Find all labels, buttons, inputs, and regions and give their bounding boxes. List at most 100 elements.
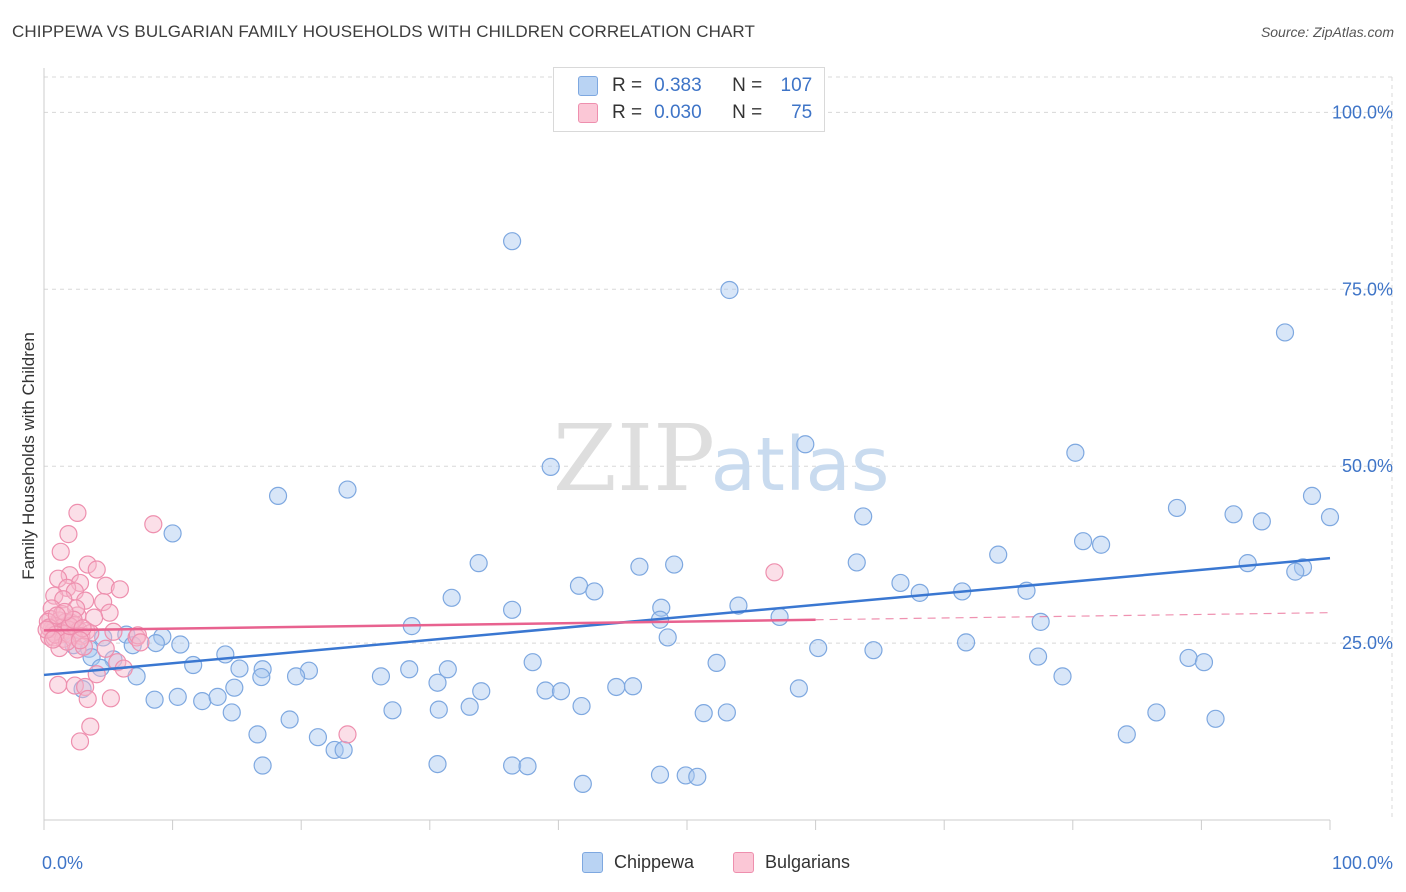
- bulgarians-point: [70, 631, 90, 650]
- chippewa-point: [847, 553, 866, 572]
- chippewa-swatch: [578, 76, 598, 96]
- bulgarians-point: [144, 515, 163, 534]
- chippewa-point: [230, 659, 249, 678]
- chippewa-point: [163, 524, 182, 543]
- chippewa-point: [694, 704, 713, 723]
- legend-label-chippewa: Chippewa: [614, 852, 695, 872]
- chippewa-point: [1117, 725, 1136, 744]
- bulgarians-trend-line: [43, 618, 816, 632]
- axis-layer: [43, 68, 1331, 830]
- chippewa-point: [428, 754, 447, 774]
- legend-row-chippewa: R = 0.383 N = 107: [578, 74, 812, 98]
- bulgarians-point: [94, 592, 113, 612]
- chippewa-point: [400, 660, 419, 679]
- chart-title: CHIPPEWA VS BULGARIAN FAMILY HOUSEHOLDS …: [12, 22, 755, 41]
- chippewa-point: [1091, 535, 1111, 554]
- chippewa-point: [809, 638, 828, 658]
- n-value: 75: [791, 102, 813, 123]
- bulgarians-point: [47, 606, 66, 625]
- bulgarians-swatch: [733, 852, 754, 873]
- chippewa-point: [1053, 667, 1072, 686]
- chippewa-point: [707, 653, 726, 673]
- chippewa-point: [572, 696, 591, 716]
- chippewa-point: [383, 701, 402, 720]
- chippewa-point: [429, 700, 448, 719]
- bulgarians-point: [59, 525, 78, 544]
- chippewa-point: [193, 692, 212, 711]
- chippewa-point: [956, 633, 976, 652]
- chippewa-point: [338, 480, 357, 499]
- chippewa-point: [585, 582, 604, 601]
- chippewa-point: [252, 667, 271, 687]
- tick-label-layer: 25.0% 50.0% 75.0% 100.0% 0.0% 100.0%: [42, 102, 1393, 873]
- bulgarians-point: [110, 580, 129, 599]
- chippewa-point: [1066, 443, 1085, 462]
- chippewa-point: [623, 677, 643, 696]
- trend-layer: [43, 556, 1331, 677]
- chippewa-point: [222, 703, 241, 722]
- chippewa-point: [854, 507, 873, 526]
- x-tick-label: 100.0%: [1332, 853, 1393, 873]
- chippewa-point: [891, 573, 910, 593]
- chippewa-point: [308, 728, 328, 747]
- legend-row-bulgarians: R = 0.030 N = 75: [578, 101, 812, 125]
- watermark-atlas: atlas: [711, 422, 890, 508]
- source-label: Source: ZipAtlas.com: [1260, 24, 1394, 40]
- series-legend: Chippewa Bulgarians: [0, 852, 1406, 876]
- chippewa-point: [286, 667, 306, 686]
- chippewa-point: [460, 697, 479, 716]
- chippewa-point: [518, 757, 537, 776]
- bulgarians-point: [765, 563, 784, 582]
- chippewa-point: [1206, 709, 1225, 728]
- bulgarians-swatch: [578, 103, 598, 123]
- chippewa-point: [248, 725, 267, 744]
- chippewa-point: [268, 486, 288, 506]
- chippewa-point: [438, 660, 457, 679]
- bulgarians-trend-extension: [815, 612, 1331, 621]
- chippewa-point: [225, 678, 244, 697]
- chippewa-point: [1238, 554, 1257, 573]
- bulgarians-point: [128, 626, 147, 645]
- chippewa-point: [789, 679, 808, 698]
- chippewa-point: [469, 554, 488, 573]
- y-tick-label: 100.0%: [1332, 102, 1393, 122]
- chippewa-point: [1031, 612, 1050, 631]
- chippewa-point: [630, 557, 649, 576]
- legend-label-bulgarians: Bulgarians: [765, 852, 851, 872]
- chippewa-point: [717, 703, 736, 722]
- bulgarians-point: [51, 542, 70, 561]
- chippewa-point: [1167, 498, 1187, 518]
- chippewa-point: [253, 660, 272, 679]
- r-value: 0.030: [654, 102, 702, 123]
- bulgarians-point: [43, 630, 63, 649]
- chippewa-point: [503, 600, 522, 619]
- chippewa-trend-line: [43, 556, 1331, 677]
- bulgarians-point: [338, 725, 357, 744]
- chippewa-point: [503, 232, 522, 251]
- chippewa-point: [658, 628, 677, 647]
- chippewa-point: [536, 681, 555, 700]
- bulgarians-point: [78, 555, 97, 574]
- chippewa-point: [864, 641, 883, 660]
- bulgarians-point: [131, 633, 150, 652]
- chippewa-point: [216, 645, 235, 664]
- y-tick-label: 75.0%: [1342, 279, 1393, 299]
- chippewa-swatch: [582, 852, 603, 873]
- legend-item-chippewa: Chippewa: [582, 852, 694, 873]
- chippewa-point: [607, 677, 626, 697]
- chippewa-point: [472, 682, 491, 701]
- chippewa-point: [573, 774, 592, 794]
- chippewa-point: [551, 682, 571, 701]
- chippewa-point: [1028, 647, 1048, 666]
- r-value: 0.383: [654, 75, 702, 96]
- x-tick-label: 0.0%: [42, 853, 83, 873]
- chippewa-point: [989, 545, 1008, 564]
- chippewa-point: [442, 588, 461, 607]
- chippewa-point: [1252, 512, 1271, 531]
- chippewa-point: [676, 766, 695, 785]
- chippewa-point: [569, 576, 589, 595]
- chippewa-point: [1224, 505, 1243, 524]
- chippewa-point: [796, 435, 815, 454]
- chippewa-point: [334, 740, 353, 760]
- points-layer: [37, 232, 1340, 794]
